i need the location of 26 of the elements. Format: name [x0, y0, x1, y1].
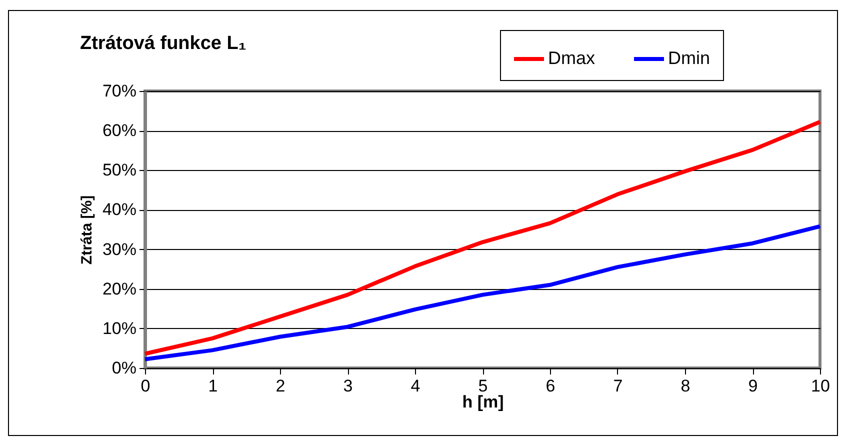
x-tick-label: 2 — [276, 376, 286, 396]
y-tick-label: 30% — [102, 240, 136, 259]
y-tick-label: 70% — [102, 82, 136, 100]
y-tick-label: 40% — [102, 200, 136, 220]
line-series — [143, 120, 822, 356]
y-tick-label: 20% — [102, 279, 136, 298]
chart-title: Ztrátová funkce L₁ — [80, 33, 246, 55]
x-tick-label: 4 — [410, 376, 420, 396]
y-tick-label: 60% — [102, 121, 136, 140]
x-tick-label: 6 — [546, 376, 556, 396]
legend-label: Dmax — [548, 48, 596, 68]
y-axis-title: Ztráta [%] — [78, 195, 96, 265]
x-tick-label: 1 — [208, 376, 218, 396]
x-tick-label: 7 — [613, 376, 623, 396]
x-tick-label: 3 — [343, 376, 353, 396]
x-tick-label: 0 — [140, 376, 150, 396]
y-tick-label: 10% — [102, 318, 136, 338]
x-tick-label: 9 — [748, 376, 758, 396]
line-series — [143, 224, 822, 362]
y-tick-label: 50% — [102, 160, 136, 180]
x-tick-label: 8 — [680, 376, 690, 396]
x-tick-label: 5 — [478, 376, 488, 396]
legend-label: Dmin — [668, 48, 710, 68]
y-tick-label: 0% — [112, 358, 136, 378]
x-tick-label: 10 — [811, 376, 830, 396]
x-axis-title: h [m] — [462, 392, 504, 412]
